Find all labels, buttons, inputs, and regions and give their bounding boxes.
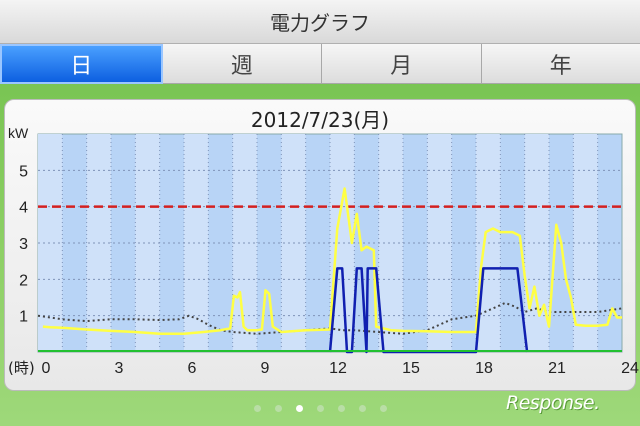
tab-month[interactable]: 月: [322, 44, 482, 84]
x-tick-label: 24: [621, 360, 639, 377]
series-line-yellow: [42, 187, 622, 336]
x-tick-label: 18: [475, 360, 493, 377]
page-indicator[interactable]: [0, 401, 640, 415]
graph-date: 2012/7/23(月): [250, 108, 390, 132]
page-dot[interactable]: [295, 404, 303, 412]
page-dot[interactable]: [337, 404, 345, 412]
x-tick-label: 3: [115, 360, 124, 377]
app-title-bar: 電力グラフ: [0, 0, 640, 44]
y-axis-label: kW: [8, 125, 29, 141]
y-tick-label: 5: [19, 163, 28, 180]
page-dot[interactable]: [379, 404, 387, 412]
x-tick-label: 6: [188, 360, 197, 377]
x-axis-label: (時): [8, 359, 35, 377]
x-tick-label: 0: [42, 360, 51, 377]
x-tick-label: 9: [261, 360, 270, 377]
page-dot[interactable]: [253, 404, 261, 412]
x-tick-label: 12: [329, 360, 347, 377]
app-title: 電力グラフ: [270, 11, 370, 35]
x-tick-label: 21: [548, 360, 566, 377]
page-dot[interactable]: [316, 404, 324, 412]
tab-week[interactable]: 週: [162, 44, 322, 84]
page-dot[interactable]: [358, 404, 366, 412]
series-line-dotted: [37, 301, 623, 335]
y-tick-label: 1: [19, 309, 28, 326]
series-line-blue: [328, 267, 529, 354]
page-dot[interactable]: [274, 404, 282, 412]
tab-day[interactable]: 日: [0, 44, 163, 84]
response-logo: Response.: [506, 392, 600, 414]
x-tick-label: 15: [402, 360, 420, 377]
period-tabs: 日 週 月 年: [0, 44, 640, 84]
tab-year[interactable]: 年: [481, 44, 640, 84]
y-tick-label: 3: [19, 236, 28, 253]
y-tick-label: 2: [19, 272, 28, 289]
y-tick-label: 4: [19, 200, 28, 217]
